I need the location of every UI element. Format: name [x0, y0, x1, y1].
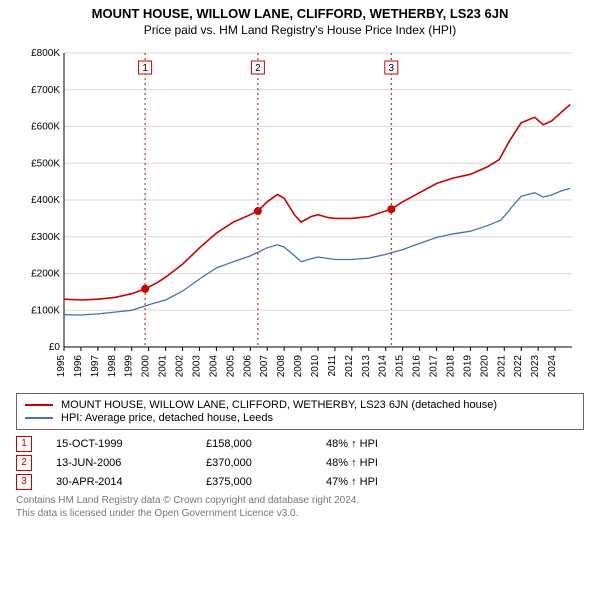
- x-tick-label: 2012: [344, 355, 355, 378]
- x-tick-label: 2015: [395, 355, 406, 378]
- chart-svg: £0 £100K £200K £300K £400K £500K £600K £700K £80…: [20, 47, 580, 387]
- y-tick-label: £800K: [31, 48, 60, 59]
- x-tick-label: 2019: [462, 355, 473, 378]
- x-tick-label: 2002: [175, 355, 186, 378]
- y-tick-label: £100K: [31, 305, 60, 316]
- footer-line1: Contains HM Land Registry data © Crown c…: [16, 494, 584, 507]
- event-row: 1 15-OCT-1999£158,00048% ↑ HPI: [16, 436, 584, 452]
- x-tick-label: 2008: [276, 355, 287, 378]
- event-date: 13-JUN-2006: [56, 457, 206, 469]
- x-tick-label: 2020: [479, 355, 490, 378]
- x-tick-label: 1996: [73, 355, 84, 378]
- event-number-badge: 2: [16, 455, 32, 471]
- x-tick-label: 2017: [429, 355, 440, 378]
- chart-title-line2: Price paid vs. HM Land Registry's House …: [4, 23, 596, 37]
- event-date: 15-OCT-1999: [56, 438, 206, 450]
- event-number-badge: 3: [16, 474, 32, 490]
- x-tick-label: 2022: [513, 355, 524, 378]
- y-tick-label: £0: [49, 342, 61, 353]
- x-tick-label: 2018: [445, 355, 456, 378]
- legend-swatch: [25, 417, 53, 419]
- event-row: 3 30-APR-2014£375,00047% ↑ HPI: [16, 474, 584, 490]
- legend-row: HPI: Average price, detached house, Leed…: [25, 412, 575, 424]
- events-table: 1 15-OCT-1999£158,00048% ↑ HPI 2 13-JUN-200…: [16, 436, 584, 490]
- event-price: £158,000: [206, 438, 326, 450]
- series-line-hpi: [64, 188, 570, 315]
- series-line-property: [64, 105, 570, 301]
- y-tick-label: £200K: [31, 269, 60, 280]
- x-tick-label: 2016: [412, 355, 423, 378]
- x-tick-label: 1997: [90, 355, 101, 378]
- marker-number: 2: [255, 63, 261, 74]
- y-tick-label: £300K: [31, 232, 60, 243]
- x-tick-label: 2013: [361, 355, 372, 378]
- x-tick-label: 1995: [56, 355, 67, 378]
- x-tick-label: 2024: [547, 355, 558, 378]
- x-tick-label: 2006: [242, 355, 253, 378]
- marker-dot: [141, 285, 149, 293]
- x-tick-label: 2009: [293, 355, 304, 378]
- y-tick-label: £500K: [31, 158, 60, 169]
- x-tick-label: 2003: [191, 355, 202, 378]
- event-price: £375,000: [206, 476, 326, 488]
- y-tick-label: £600K: [31, 122, 60, 133]
- chart-title-line1: MOUNT HOUSE, WILLOW LANE, CLIFFORD, WETH…: [4, 6, 596, 21]
- x-tick-label: 2021: [496, 355, 507, 378]
- legend-swatch: [25, 404, 53, 406]
- legend-label: HPI: Average price, detached house, Leed…: [61, 412, 273, 424]
- y-tick-label: £400K: [31, 195, 60, 206]
- x-tick-label: 2004: [208, 355, 219, 378]
- x-tick-label: 2007: [259, 355, 270, 378]
- marker-dot: [387, 205, 395, 213]
- x-tick-label: 2014: [378, 355, 389, 378]
- x-tick-label: 2010: [310, 355, 321, 378]
- event-number-badge: 1: [16, 436, 32, 452]
- x-tick-label: 1999: [124, 355, 135, 378]
- marker-number: 3: [389, 63, 395, 74]
- y-tick-label: £700K: [31, 85, 60, 96]
- event-hpi: 48% ↑ HPI: [326, 438, 378, 450]
- event-hpi: 48% ↑ HPI: [326, 457, 378, 469]
- event-price: £370,000: [206, 457, 326, 469]
- event-date: 30-APR-2014: [56, 476, 206, 488]
- chart-area: £0 £100K £200K £300K £400K £500K £600K £700K £80…: [20, 47, 580, 387]
- event-hpi: 47% ↑ HPI: [326, 476, 378, 488]
- x-tick-label: 2023: [530, 355, 541, 378]
- x-tick-label: 2001: [158, 355, 169, 378]
- marker-number: 1: [142, 63, 148, 74]
- page-root: MOUNT HOUSE, WILLOW LANE, CLIFFORD, WETH…: [0, 0, 600, 520]
- x-tick-label: 2000: [141, 355, 152, 378]
- x-tick-label: 2011: [327, 355, 338, 377]
- x-tick-label: 2005: [225, 355, 236, 378]
- x-tick-label: 1998: [107, 355, 118, 378]
- legend-row: MOUNT HOUSE, WILLOW LANE, CLIFFORD, WETH…: [25, 399, 575, 411]
- legend: MOUNT HOUSE, WILLOW LANE, CLIFFORD, WETH…: [16, 393, 584, 430]
- title-block: MOUNT HOUSE, WILLOW LANE, CLIFFORD, WETH…: [0, 0, 600, 39]
- legend-label: MOUNT HOUSE, WILLOW LANE, CLIFFORD, WETH…: [61, 399, 497, 411]
- event-row: 2 13-JUN-2006£370,00048% ↑ HPI: [16, 455, 584, 471]
- marker-dot: [254, 207, 262, 215]
- footer-text: Contains HM Land Registry data © Crown c…: [16, 494, 584, 520]
- footer-line2: This data is licensed under the Open Gov…: [16, 507, 584, 520]
